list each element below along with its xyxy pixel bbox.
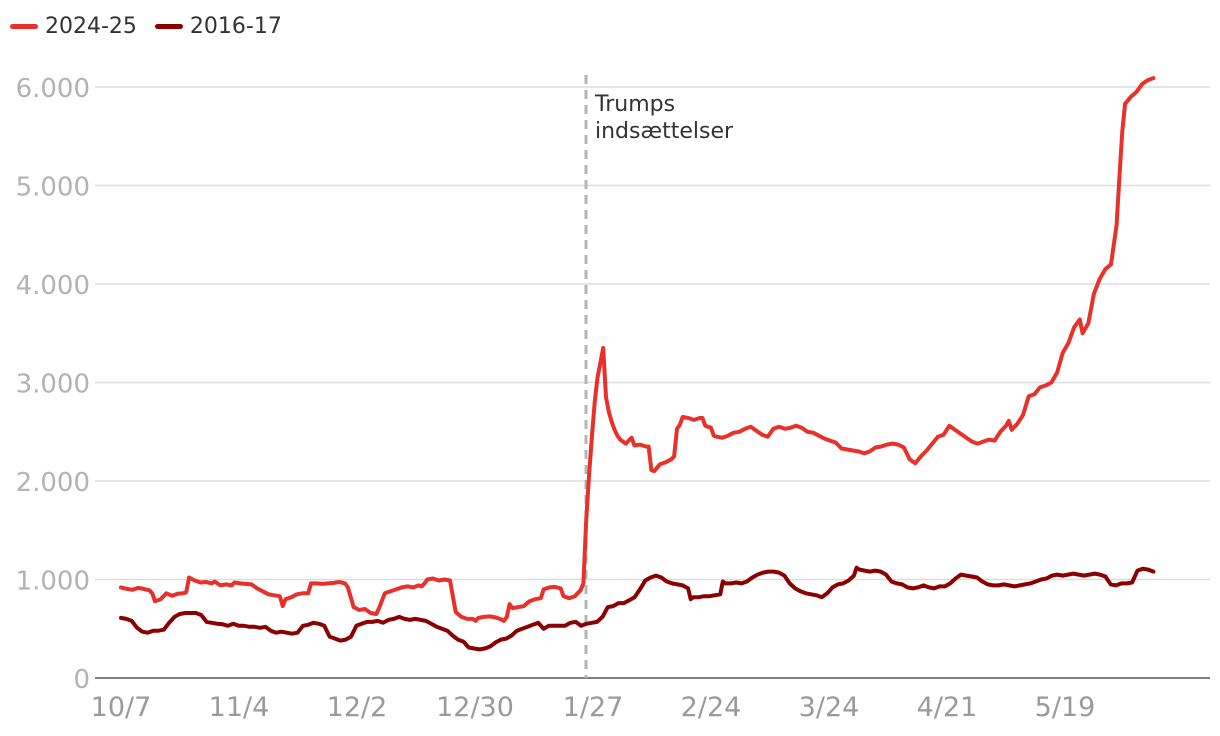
x-tick-label: 4/21 (917, 692, 978, 723)
y-tick-label: 1.000 (16, 567, 90, 597)
legend-item-2024-25[interactable]: 2024-25 (10, 14, 137, 39)
series-line-2016-17 (119, 565, 1156, 652)
legend: 2024-25 2016-17 (10, 14, 282, 39)
x-tick-label: 5/19 (1035, 692, 1096, 723)
x-tick-label: 1/27 (563, 692, 624, 723)
y-tick-label: 5.000 (16, 173, 90, 203)
y-tick-label: 2.000 (16, 468, 90, 498)
annotation-text: indsættelser (595, 119, 734, 144)
x-tick-label: 3/24 (799, 692, 860, 723)
y-tick-label: 3.000 (16, 370, 90, 400)
legend-swatch-2016-17 (154, 24, 183, 29)
x-tick-label: 10/7 (91, 692, 152, 723)
y-tick-label: 6.000 (16, 74, 90, 104)
legend-swatch-2024-25 (10, 24, 38, 29)
legend-label-2024-25: 2024-25 (45, 14, 137, 39)
x-tick-label: 12/2 (327, 692, 388, 723)
legend-item-2016-17[interactable]: 2016-17 (154, 14, 282, 39)
legend-label-2016-17: 2016-17 (189, 14, 282, 39)
x-tick-label: 11/4 (209, 692, 270, 723)
x-tick-label: 12/30 (436, 692, 514, 723)
y-tick-label: 4.000 (16, 271, 90, 301)
y-tick-label: 0 (73, 665, 90, 695)
annotation-text: Trumps (594, 92, 675, 117)
x-tick-label: 2/24 (681, 692, 742, 723)
series-line-2024-25 (119, 76, 1156, 623)
